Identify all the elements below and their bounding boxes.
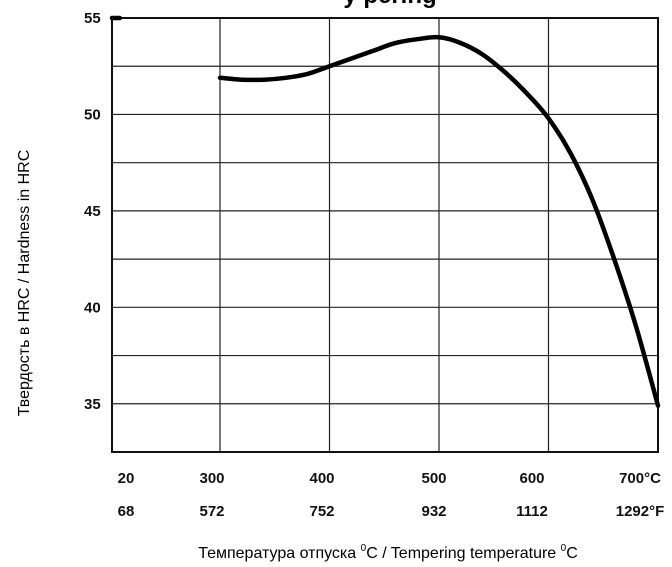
x-tick-label-fahrenheit: 68	[118, 503, 135, 520]
x-tick-label-fahrenheit: 752	[309, 503, 334, 520]
series-line-2	[217, 34, 661, 408]
x-tick-label-fahrenheit: 932	[421, 503, 446, 520]
plot-frame	[111, 17, 659, 453]
y-tick-label: 45	[84, 203, 101, 220]
y-tick-label: 40	[84, 299, 101, 316]
x-tick-label-celsius: 20	[118, 470, 135, 487]
x-axis-label-part-1: Температура отпуска	[198, 545, 361, 562]
y-tick-label: 55	[84, 10, 101, 27]
series-layer	[109, 15, 661, 408]
x-axis-label: Температура отпуска 0C / Tempering tempe…	[198, 543, 578, 563]
x-tick-label-celsius: 400	[309, 470, 334, 487]
y-tick-label: 50	[84, 106, 101, 123]
x-tick-label-celsius: 700°C	[619, 470, 661, 487]
x-axis-label-degree-2: 0	[560, 543, 567, 554]
grid-lines	[112, 17, 658, 452]
x-tick-label-fahrenheit: 1112	[516, 503, 548, 520]
x-axis-label-part-3: C	[566, 545, 578, 562]
x-tick-label-celsius: 600	[519, 470, 544, 487]
x-tick-label-celsius: 500	[421, 470, 446, 487]
x-axis-label-part-2: C / Tempering temperature	[366, 545, 561, 562]
y-axis-label: Твердость в HRC / Hardness in HRC	[16, 149, 33, 417]
y-tick-labels: 35 40 45 50 55	[84, 10, 101, 413]
x-tick-label-celsius: 300	[199, 470, 224, 487]
x-tick-labels: 20 300 400 500 600 700°C 68 572 752 932 1112 1292°F	[118, 470, 665, 520]
x-axis-label-degree-1: 0	[360, 543, 367, 554]
x-tick-label-fahrenheit: 1292°F	[616, 503, 665, 520]
x-tick-label-fahrenheit: 572	[199, 503, 224, 520]
y-tick-label: 35	[84, 396, 101, 413]
chart-title: y pering	[120, 0, 660, 8]
